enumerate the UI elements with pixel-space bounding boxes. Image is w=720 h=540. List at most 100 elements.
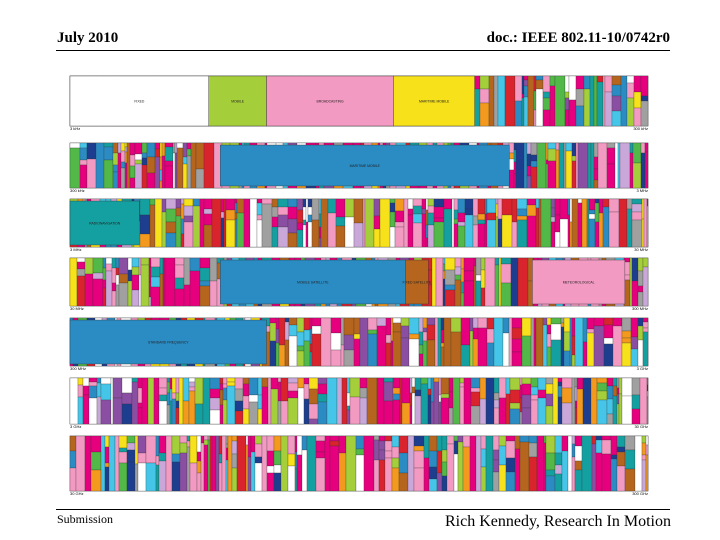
allocation-cell bbox=[498, 377, 507, 399]
allocation-cell bbox=[438, 377, 442, 396]
allocation-cell bbox=[154, 198, 163, 248]
allocation-cell bbox=[392, 393, 401, 401]
allocation-cell bbox=[261, 377, 269, 388]
allocation-cell bbox=[103, 142, 114, 148]
allocation-cell bbox=[182, 142, 188, 158]
allocation-cell bbox=[219, 377, 224, 385]
allocation-cell bbox=[394, 221, 405, 228]
allocation-cell bbox=[400, 325, 410, 339]
allocation-cell bbox=[453, 453, 459, 492]
band-end-label: 300 kHz bbox=[633, 126, 648, 131]
allocation-cell bbox=[631, 198, 643, 205]
allocation-cell bbox=[550, 198, 556, 209]
allocation-cell bbox=[505, 471, 516, 492]
allocation-cell bbox=[472, 215, 479, 226]
band-start-label: 30 MHz bbox=[70, 306, 84, 311]
allocation-cell bbox=[114, 435, 120, 492]
allocation-cell bbox=[511, 221, 518, 248]
allocation-cell bbox=[203, 224, 213, 248]
allocation-cell bbox=[509, 389, 521, 404]
allocation-cell bbox=[277, 198, 289, 208]
allocation-cell bbox=[643, 198, 648, 248]
allocation-cell bbox=[308, 418, 319, 425]
allocation-cell bbox=[394, 226, 405, 248]
allocation-cell bbox=[631, 257, 639, 282]
allocation-cell bbox=[376, 377, 385, 425]
allocation-cell bbox=[427, 205, 435, 214]
allocation-cell bbox=[545, 475, 556, 492]
allocation-cell bbox=[158, 377, 168, 389]
allocation-cell bbox=[199, 285, 211, 307]
allocation-cell bbox=[137, 452, 147, 464]
allocation-cell bbox=[271, 198, 279, 208]
allocation-cell bbox=[413, 467, 425, 492]
allocation-cell bbox=[454, 266, 462, 276]
allocation-cell bbox=[612, 325, 623, 367]
allocation-cell bbox=[88, 377, 98, 383]
allocation-cell bbox=[438, 401, 442, 425]
allocation-cell bbox=[565, 150, 573, 189]
allocation-cell bbox=[614, 142, 619, 189]
allocation-cell bbox=[134, 163, 143, 189]
allocation-cell bbox=[131, 274, 140, 291]
allocation-cell bbox=[463, 257, 475, 272]
allocation-cell bbox=[632, 162, 642, 189]
allocation-cell bbox=[543, 435, 547, 444]
allocation-cell bbox=[218, 453, 223, 464]
allocation-cell bbox=[383, 400, 394, 425]
allocation-cell bbox=[486, 219, 497, 248]
allocation-cell bbox=[353, 317, 361, 335]
allocation-cell bbox=[420, 377, 429, 385]
allocation-cell bbox=[273, 435, 282, 452]
allocation-cell bbox=[554, 452, 563, 466]
allocation-cell bbox=[329, 445, 340, 492]
allocation-cell bbox=[451, 198, 455, 248]
allocation-cell bbox=[621, 317, 632, 332]
allocation-cell bbox=[603, 324, 614, 339]
allocation-cell bbox=[124, 146, 128, 153]
allocation-cell bbox=[158, 435, 167, 454]
allocation-cell bbox=[460, 292, 465, 307]
allocation-cell bbox=[624, 435, 636, 451]
allocation-cell bbox=[542, 109, 551, 127]
allocation-block bbox=[208, 75, 267, 127]
allocation-cell bbox=[537, 377, 547, 391]
allocation-cell bbox=[126, 435, 136, 444]
allocation-cell bbox=[171, 377, 177, 394]
allocation-cell bbox=[118, 451, 128, 464]
allocation-cell bbox=[603, 317, 614, 326]
allocation-cell bbox=[547, 160, 557, 189]
band-start-label: 3 GHz bbox=[70, 424, 81, 429]
allocation-cell bbox=[454, 279, 462, 307]
allocation-cell bbox=[428, 435, 438, 452]
allocation-cell bbox=[343, 334, 355, 351]
allocation-cell bbox=[390, 340, 394, 367]
allocation-cell bbox=[443, 198, 453, 210]
allocation-cell bbox=[127, 280, 133, 307]
allocation-cell bbox=[343, 349, 355, 367]
allocation-cell bbox=[448, 407, 454, 425]
allocation-cell bbox=[242, 395, 250, 410]
allocation-cell bbox=[112, 397, 123, 425]
allocation-cell bbox=[373, 439, 380, 461]
allocation-cell bbox=[433, 377, 440, 383]
allocation-cell bbox=[118, 273, 129, 284]
allocation-cell bbox=[104, 462, 110, 468]
allocation-cell bbox=[296, 435, 303, 456]
allocation-cell bbox=[112, 171, 119, 189]
allocation-cell bbox=[164, 142, 174, 148]
allocation-cell bbox=[589, 75, 595, 127]
allocation-cell bbox=[479, 88, 490, 104]
allocation-cell bbox=[271, 226, 279, 248]
allocation-cell bbox=[501, 214, 513, 248]
allocation-cell bbox=[642, 321, 649, 329]
allocation-cell bbox=[100, 399, 112, 425]
allocation-cell bbox=[180, 233, 185, 248]
allocation-cell bbox=[453, 223, 459, 248]
allocation-cell bbox=[604, 91, 613, 127]
allocation-cell bbox=[188, 381, 196, 388]
allocation-cell bbox=[301, 449, 308, 492]
allocation-cell bbox=[305, 198, 309, 223]
allocation-cell bbox=[394, 198, 405, 212]
allocation-cell bbox=[550, 207, 556, 218]
